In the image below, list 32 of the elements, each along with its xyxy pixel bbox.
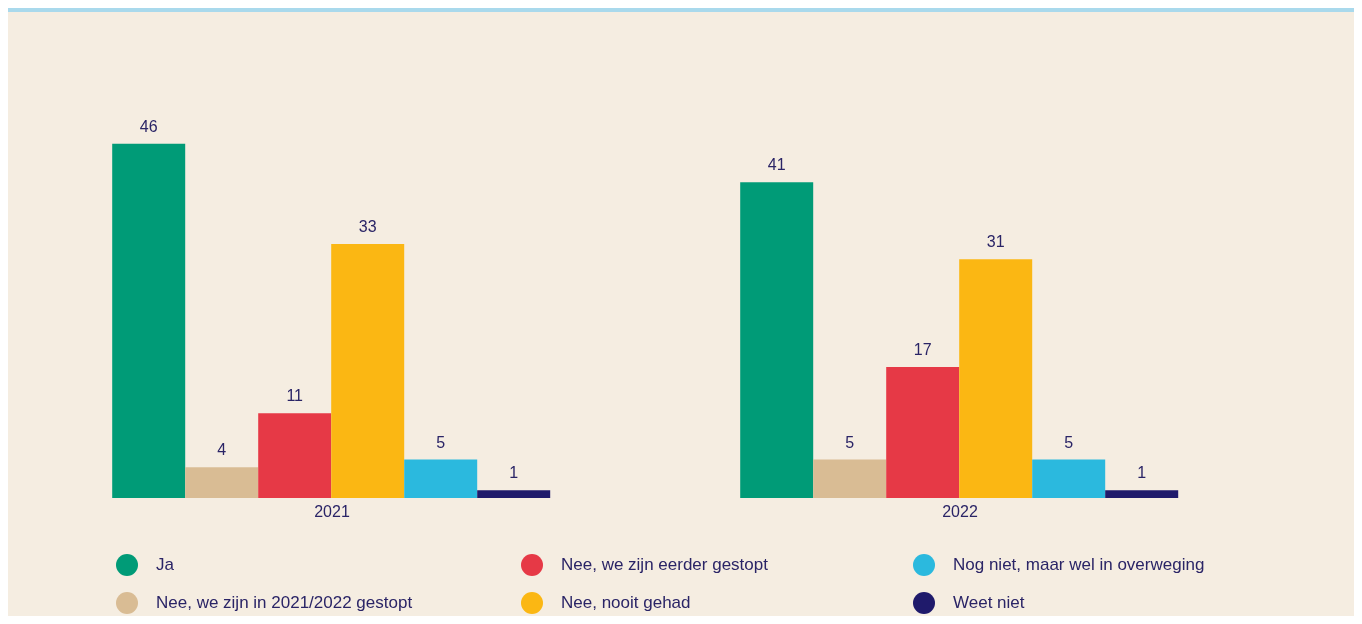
legend-label: Nee, we zijn eerder gestopt (561, 555, 768, 575)
legend-label: Nee, nooit gehad (561, 593, 691, 613)
data-label: 31 (986, 233, 1005, 251)
bar (404, 459, 478, 498)
data-label: 41 (767, 156, 786, 174)
bar (258, 413, 332, 498)
bar (1032, 459, 1106, 498)
legend-label: Ja (156, 555, 174, 575)
data-label: 5 (845, 433, 855, 451)
bar (185, 467, 259, 498)
bar (813, 459, 887, 498)
bar (1105, 490, 1179, 498)
data-label: 1 (509, 464, 519, 482)
bar (886, 367, 960, 498)
data-label: 11 (286, 387, 304, 405)
data-label: 5 (1064, 433, 1074, 451)
data-label: 1 (1137, 464, 1147, 482)
data-label: 4 (217, 441, 227, 459)
bar (331, 243, 405, 498)
bar (959, 259, 1033, 498)
bar (112, 143, 186, 498)
data-label: 5 (436, 433, 446, 451)
data-label: 17 (913, 341, 932, 359)
x-tick-label: 2021 (314, 503, 350, 521)
legend-label: Weet niet (953, 593, 1025, 613)
data-label: 46 (139, 117, 158, 135)
legend-label: Nee, we zijn in 2021/2022 gestopt (156, 593, 413, 613)
legend-label: Nog niet, maar wel in overweging (953, 555, 1205, 575)
bar (740, 182, 814, 498)
x-tick-label: 2022 (942, 503, 978, 521)
bar (477, 490, 551, 498)
data-label: 33 (358, 217, 377, 235)
